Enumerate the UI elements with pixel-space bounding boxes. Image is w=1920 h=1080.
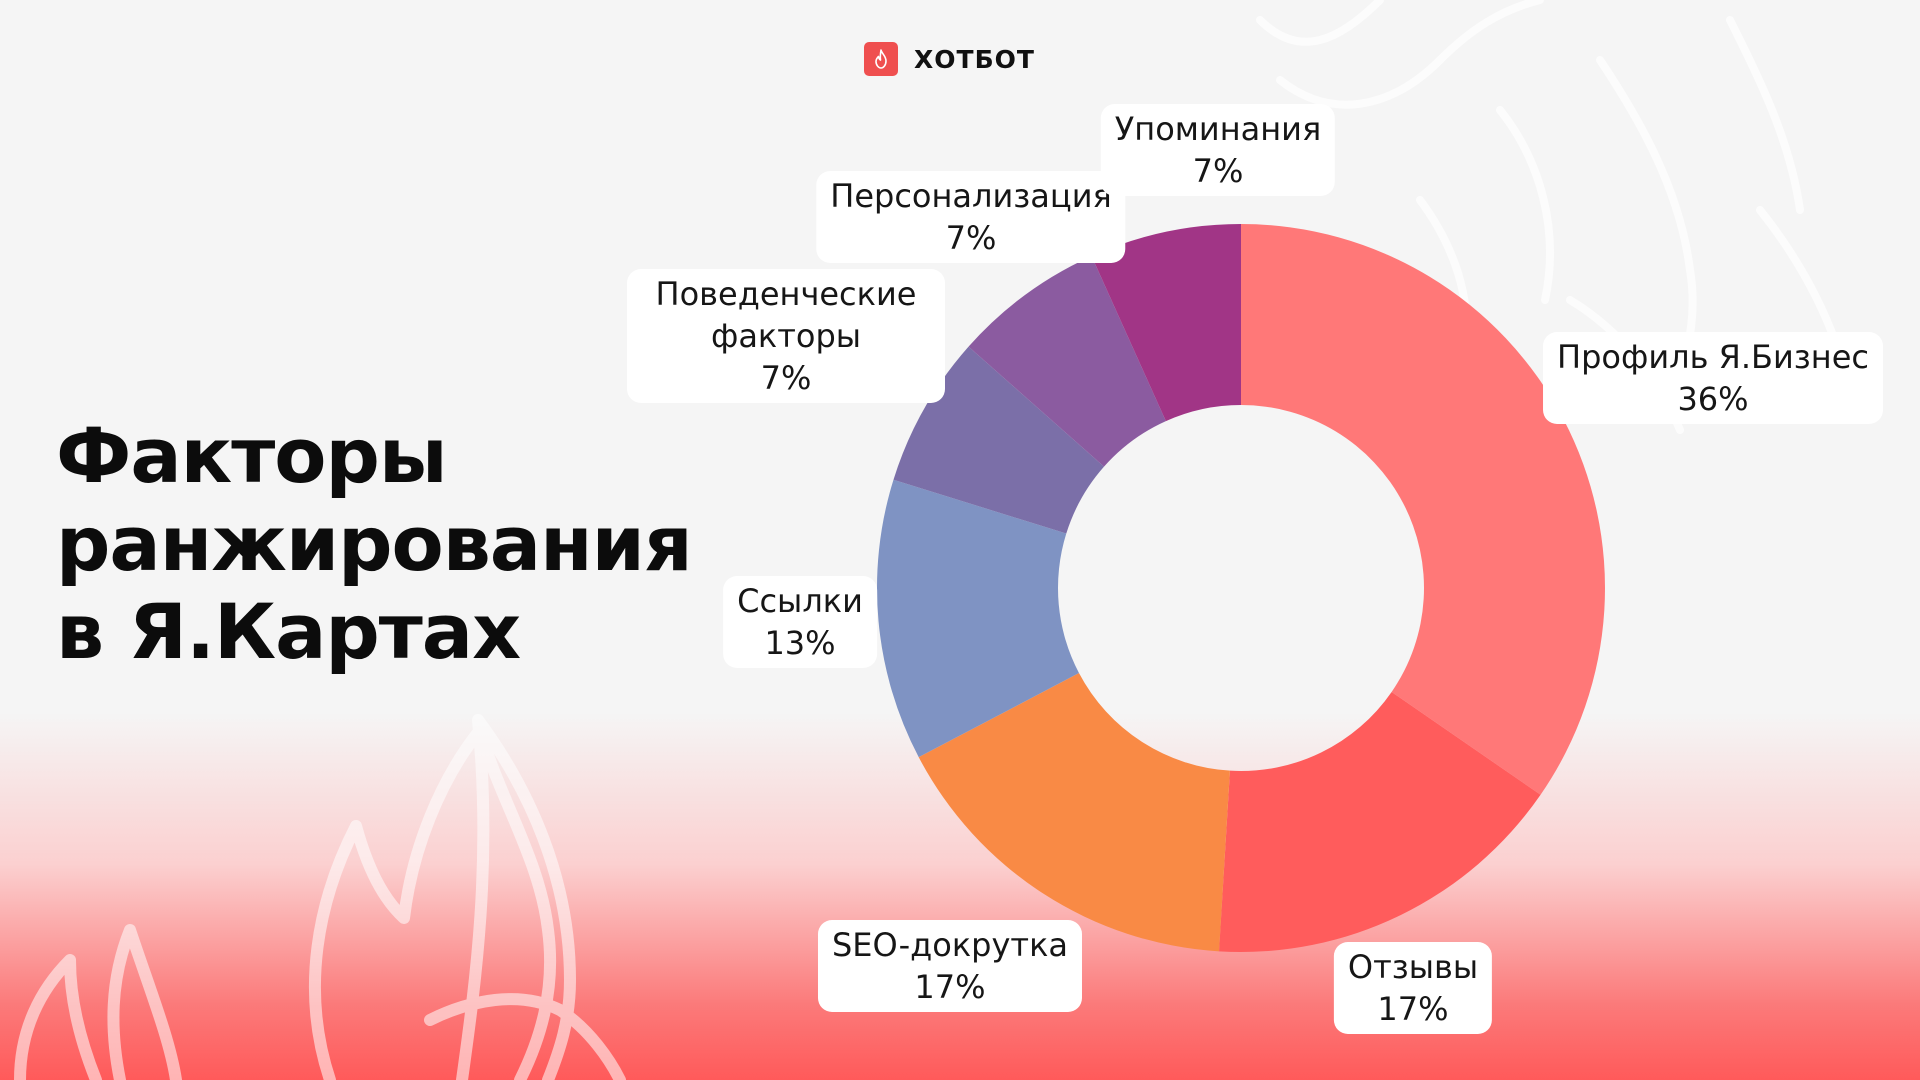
slice-label-reviews: Отзывы 17% — [1333, 942, 1493, 1034]
value-label: 36% — [1677, 380, 1749, 418]
category-label: SEO-докрутка — [831, 926, 1069, 964]
slice-label-links: Ссылки 13% — [723, 576, 877, 668]
category-label: Профиль Я.Бизнес — [1557, 338, 1869, 376]
value-label: 13% — [764, 624, 836, 662]
brand-logo: ХОТБОТ — [864, 42, 1035, 76]
title-line: ранжирования — [56, 499, 693, 588]
flame-icon — [864, 42, 898, 76]
title-line: Факторы — [56, 411, 448, 500]
category-label: Отзывы — [1347, 948, 1479, 986]
value-label: 7% — [1192, 152, 1244, 190]
slice-label-mentions: Упоминания 7% — [1100, 104, 1336, 196]
value-label: 17% — [914, 968, 986, 1006]
brand-name: ХОТБОТ — [914, 44, 1035, 74]
category-label: Ссылки — [737, 582, 863, 620]
value-label: 17% — [1377, 990, 1449, 1028]
slice-label-seo: SEO-докрутка 17% — [817, 920, 1083, 1012]
donut-slice-profile — [1241, 224, 1606, 795]
slice-label-personalization: Персонализация 7% — [816, 171, 1126, 263]
page-title: Факторы ранжирования в Я.Картах — [56, 411, 693, 676]
donut-slice-personalization — [968, 256, 1166, 467]
slice-label-behavioral: Поведенческие факторы 7% — [627, 269, 945, 403]
category-label: Персонализация — [830, 177, 1112, 215]
slice-label-profile: Профиль Я.Бизнес 36% — [1543, 332, 1883, 424]
category-label: Поведенческие факторы — [655, 275, 917, 355]
category-label: Упоминания — [1114, 110, 1322, 148]
value-label: 7% — [945, 219, 997, 257]
donut-slice-reviews — [1219, 691, 1541, 952]
donut-slice-behavioral — [893, 346, 1105, 534]
donut-slice-mentions — [1091, 224, 1241, 422]
donut-slice-seo — [918, 673, 1230, 952]
donut-slice-links — [877, 479, 1079, 758]
title-line: в Я.Картах — [56, 587, 521, 676]
value-label: 7% — [760, 359, 812, 397]
